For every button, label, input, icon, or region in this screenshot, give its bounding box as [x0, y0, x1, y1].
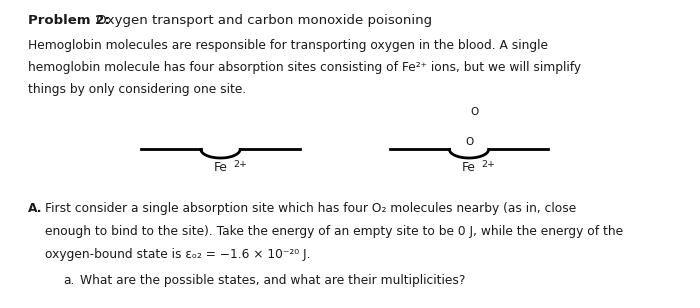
Text: First consider a single absorption site which has four O₂ molecules nearby (as i: First consider a single absorption site …	[45, 202, 576, 215]
Text: enough to bind to the site). Take the energy of an empty site to be 0 J, while t: enough to bind to the site). Take the en…	[45, 225, 623, 238]
Text: Problem 2:: Problem 2:	[28, 14, 110, 27]
Text: O: O	[470, 107, 479, 117]
Text: O: O	[465, 137, 473, 147]
Text: 2+: 2+	[482, 160, 496, 168]
Text: What are the possible states, and what are their multiplicities?: What are the possible states, and what a…	[80, 274, 466, 287]
Text: A.: A.	[28, 202, 43, 215]
Text: hemoglobin molecule has four absorption sites consisting of Fe²⁺ ions, but we wi: hemoglobin molecule has four absorption …	[28, 61, 581, 74]
Text: a.: a.	[63, 274, 74, 287]
Text: Hemoglobin molecules are responsible for transporting oxygen in the blood. A sin: Hemoglobin molecules are responsible for…	[28, 38, 548, 51]
Text: 2+: 2+	[233, 160, 247, 168]
Text: Oxygen transport and carbon monoxide poisoning: Oxygen transport and carbon monoxide poi…	[92, 14, 433, 27]
Text: Fe: Fe	[214, 161, 228, 174]
Text: Fe: Fe	[462, 161, 476, 174]
Text: things by only considering one site.: things by only considering one site.	[28, 83, 246, 96]
Text: oxygen-bound state is εₒ₂ = −1.6 × 10⁻²⁰ J.: oxygen-bound state is εₒ₂ = −1.6 × 10⁻²⁰…	[45, 248, 310, 261]
